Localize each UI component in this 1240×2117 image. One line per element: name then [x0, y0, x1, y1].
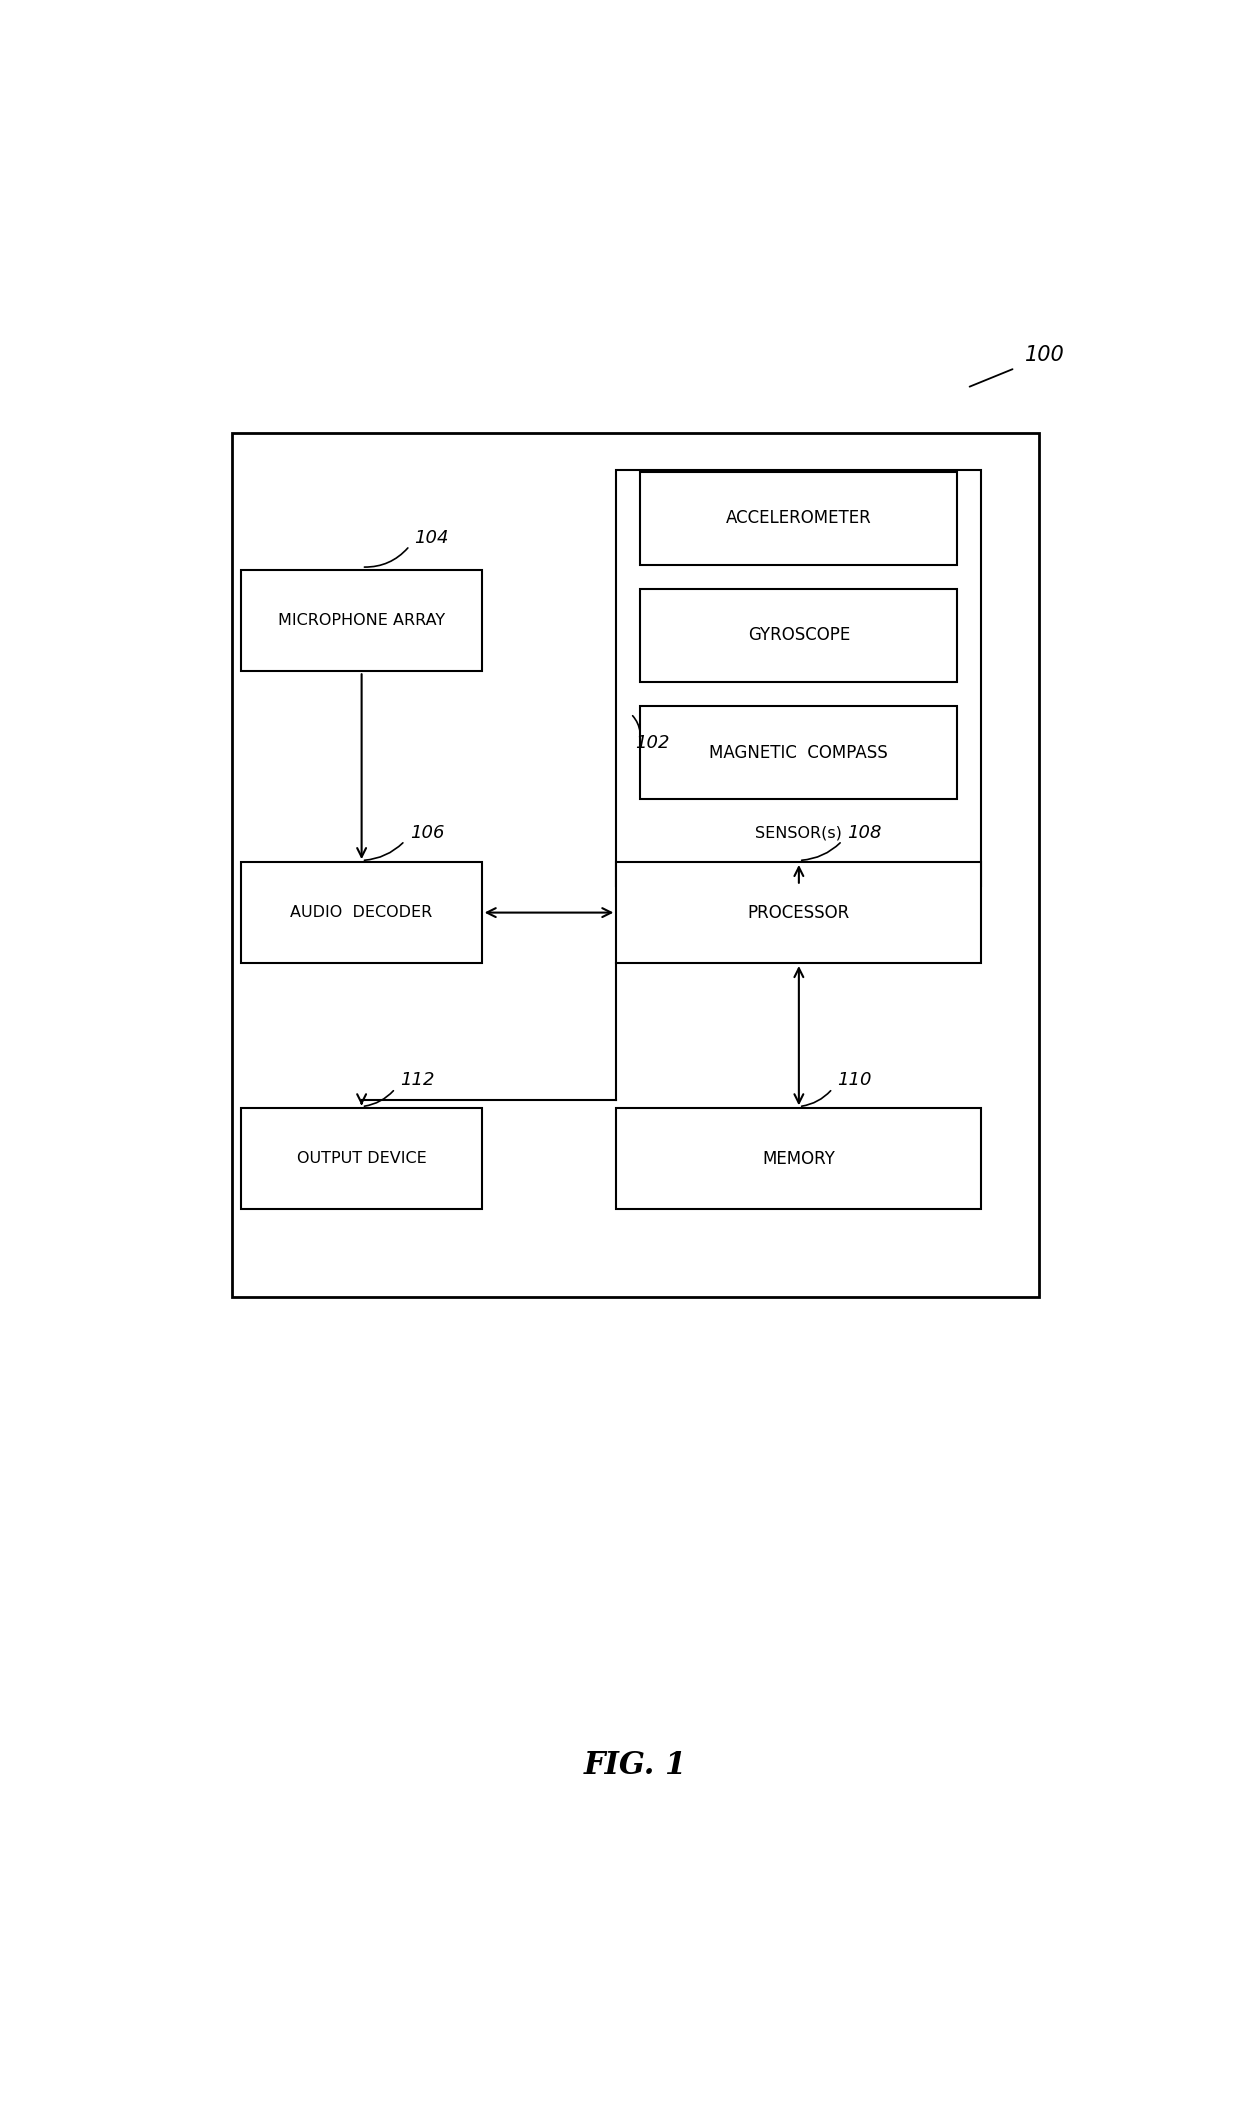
Bar — [232, 434, 1039, 1298]
Bar — [242, 569, 481, 671]
Bar — [242, 1107, 481, 1209]
Text: 102: 102 — [635, 735, 670, 752]
Text: MAGNETIC  COMPASS: MAGNETIC COMPASS — [709, 743, 888, 762]
Text: 104: 104 — [414, 529, 449, 546]
Text: AUDIO  DECODER: AUDIO DECODER — [290, 906, 433, 921]
Text: FIG. 1: FIG. 1 — [584, 1749, 687, 1780]
Text: MICROPHONE ARRAY: MICROPHONE ARRAY — [278, 614, 445, 629]
Text: ACCELEROMETER: ACCELEROMETER — [725, 508, 872, 527]
Bar — [640, 472, 957, 565]
Text: 100: 100 — [1024, 345, 1064, 364]
Text: OUTPUT DEVICE: OUTPUT DEVICE — [296, 1152, 427, 1166]
Bar — [242, 862, 481, 963]
Bar — [640, 707, 957, 800]
Bar — [616, 1107, 982, 1209]
Text: GYROSCOPE: GYROSCOPE — [748, 627, 849, 644]
Text: 110: 110 — [837, 1071, 872, 1090]
Text: 112: 112 — [401, 1071, 434, 1090]
Text: SENSOR(s): SENSOR(s) — [755, 826, 842, 840]
Text: PROCESSOR: PROCESSOR — [748, 904, 849, 921]
Bar — [616, 862, 982, 963]
Bar — [616, 470, 982, 885]
Bar — [640, 589, 957, 682]
Text: MEMORY: MEMORY — [763, 1150, 836, 1169]
Text: 108: 108 — [847, 824, 882, 843]
Text: 106: 106 — [409, 824, 444, 843]
